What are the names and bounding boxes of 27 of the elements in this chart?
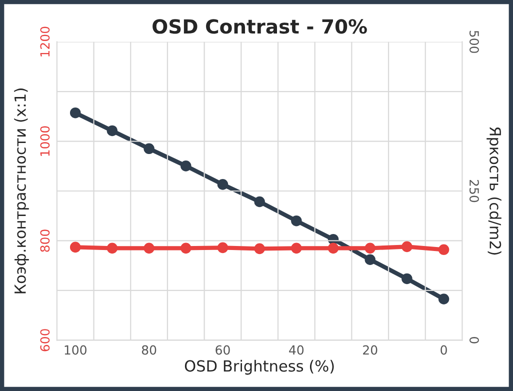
point xyxy=(70,107,81,118)
y2-tick-label: 250 xyxy=(469,180,479,202)
y-tick-label: 600 xyxy=(40,329,50,352)
point xyxy=(180,160,192,172)
y2-axis-title: Яркость (cd/m2) xyxy=(486,127,502,255)
x-tick-label: 100 xyxy=(64,345,86,355)
point xyxy=(106,125,118,136)
x-axis-title: OSD Brightness (%) xyxy=(184,360,334,375)
y-axis-title: Коэф.контрастности (x:1) xyxy=(14,88,29,294)
x-tick-label: 80 xyxy=(142,345,156,355)
point xyxy=(402,273,412,284)
x-tick-label: 60 xyxy=(216,345,230,355)
point xyxy=(217,179,228,190)
point xyxy=(364,254,376,265)
y2-tick-label: 0 xyxy=(469,337,479,344)
x-tick-label: 20 xyxy=(363,345,378,355)
x-tick-label: 40 xyxy=(289,345,304,355)
point xyxy=(291,215,302,226)
point xyxy=(254,196,265,208)
y-tick-label: 1200 xyxy=(40,26,50,56)
y-tick-label: 800 xyxy=(40,230,50,252)
point xyxy=(144,143,154,154)
chart-title: OSD Contrast - 70% xyxy=(152,19,367,34)
y-tick-label: 1000 xyxy=(40,126,50,156)
x-tick-label: 0 xyxy=(440,345,447,355)
point xyxy=(438,294,450,304)
y2-tick-label: 500 xyxy=(469,30,479,53)
